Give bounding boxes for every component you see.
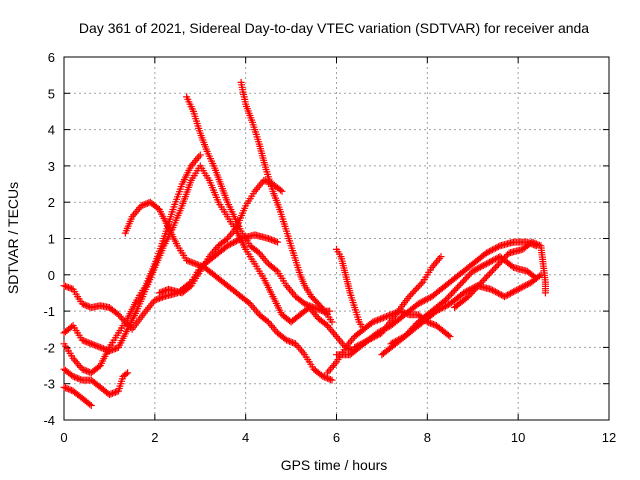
- series-markers: [60, 383, 95, 409]
- x-axis-label: GPS time / hours: [281, 457, 388, 473]
- series-markers: [237, 78, 334, 315]
- x-tick-label: 4: [242, 430, 249, 445]
- series-markers: [333, 245, 368, 333]
- x-tick-label: 8: [424, 430, 431, 445]
- series-s16: [451, 238, 549, 311]
- series-s15: [378, 271, 545, 359]
- y-tick-label: 4: [48, 123, 55, 138]
- series-markers: [351, 253, 445, 351]
- series-s4: [60, 365, 132, 399]
- x-tick-label: 2: [151, 430, 158, 445]
- y-tick-label: 1: [48, 232, 55, 247]
- y-tick-label: -4: [43, 413, 55, 428]
- series-s7: [183, 93, 336, 326]
- y-tick-label: 6: [48, 50, 55, 65]
- series-s8: [237, 78, 334, 315]
- y-tick-label: 3: [48, 159, 55, 174]
- series-s6: [121, 198, 336, 384]
- series-markers: [60, 162, 359, 355]
- y-tick-label: -3: [43, 377, 55, 392]
- series-s10: [333, 245, 368, 333]
- series-markers: [378, 271, 545, 359]
- y-tick-label: 5: [48, 86, 55, 101]
- x-tick-label: 6: [333, 430, 340, 445]
- x-tick-label: 0: [60, 430, 67, 445]
- series-markers: [121, 198, 336, 384]
- y-tick-label: -1: [43, 304, 55, 319]
- x-tick-label: 10: [511, 430, 525, 445]
- y-tick-label: 2: [48, 195, 55, 210]
- series-s3: [60, 151, 204, 377]
- series-markers: [60, 151, 204, 377]
- x-tick-label: 12: [602, 430, 616, 445]
- data-series: [60, 78, 549, 409]
- series-markers: [183, 93, 336, 326]
- series-s2: [60, 162, 359, 355]
- series-s13: [351, 253, 445, 351]
- series-markers: [155, 176, 286, 297]
- series-s5: [60, 383, 95, 409]
- chart-title: Day 361 of 2021, Sidereal Day-to-day VTE…: [79, 20, 589, 36]
- y-tick-label: 0: [48, 268, 55, 283]
- y-tick-label: -2: [43, 340, 55, 355]
- y-axis-label: SDTVAR / TECUs: [5, 182, 21, 294]
- series-markers: [451, 238, 549, 311]
- series-s9: [155, 176, 286, 297]
- series-markers: [60, 365, 132, 399]
